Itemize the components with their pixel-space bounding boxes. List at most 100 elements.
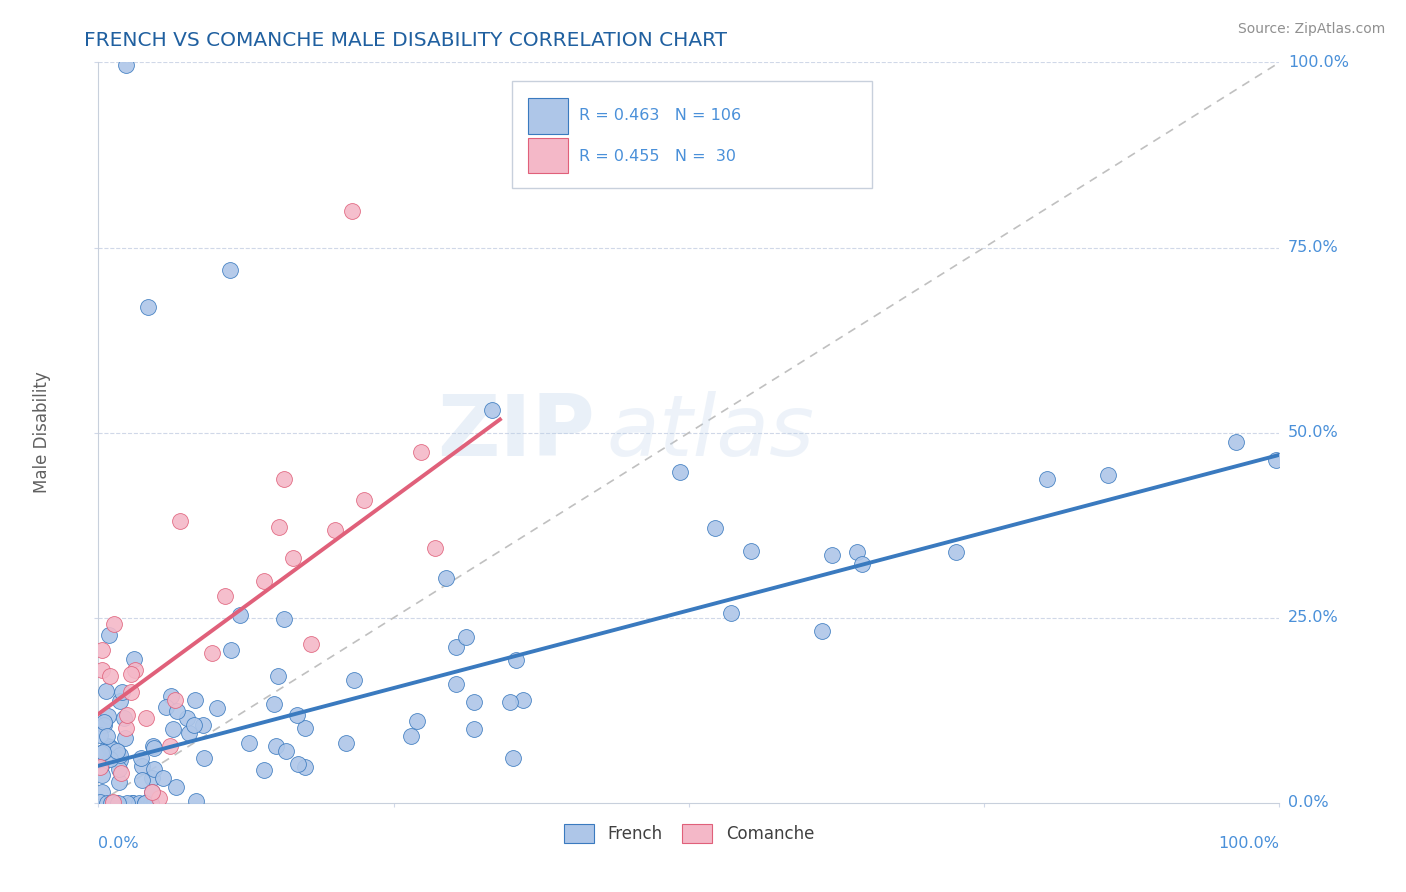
Point — [89, 760, 111, 774]
Point — [1264, 452, 1286, 467]
Point — [325, 524, 347, 538]
Text: Male Disability: Male Disability — [32, 372, 51, 493]
Point — [107, 775, 129, 789]
Point — [94, 684, 117, 698]
Point — [97, 739, 120, 753]
Text: 25.0%: 25.0% — [1288, 610, 1339, 625]
Point — [105, 796, 128, 810]
Point — [205, 701, 228, 715]
FancyBboxPatch shape — [512, 81, 872, 188]
Point — [184, 692, 207, 706]
Point — [98, 628, 121, 642]
Point — [121, 796, 143, 810]
Point — [100, 742, 122, 756]
Point — [276, 744, 298, 758]
Point — [342, 203, 364, 218]
Point — [121, 796, 143, 810]
Point — [273, 471, 295, 485]
Point — [160, 690, 183, 704]
Point — [91, 663, 114, 677]
Point — [90, 759, 112, 773]
Point — [165, 693, 187, 707]
Point — [89, 795, 111, 809]
Point — [1225, 434, 1247, 449]
Point — [444, 677, 467, 691]
Text: R = 0.463   N = 106: R = 0.463 N = 106 — [579, 108, 741, 123]
Point — [117, 796, 139, 810]
Point — [434, 570, 457, 584]
Point — [264, 739, 287, 753]
Point — [120, 667, 142, 681]
Text: 75.0%: 75.0% — [1288, 240, 1339, 255]
Point — [214, 589, 236, 603]
Text: Source: ZipAtlas.com: Source: ZipAtlas.com — [1237, 22, 1385, 37]
Point — [107, 796, 129, 810]
Point — [846, 544, 869, 558]
Point — [409, 445, 432, 459]
Point — [191, 718, 214, 732]
Point — [221, 643, 243, 657]
Point — [100, 752, 122, 766]
Point — [423, 541, 446, 555]
Point — [120, 685, 142, 699]
Point — [287, 756, 309, 771]
Point — [463, 695, 485, 709]
Point — [148, 790, 170, 805]
Point — [720, 606, 742, 620]
Point — [124, 663, 146, 677]
Point — [184, 794, 207, 808]
Point — [193, 751, 215, 765]
Point — [90, 643, 112, 657]
Point — [96, 796, 118, 810]
Point — [142, 741, 165, 756]
Point — [821, 548, 844, 562]
Point — [219, 262, 242, 277]
Point — [281, 551, 304, 566]
Point — [267, 520, 290, 534]
Point — [405, 714, 427, 728]
Point — [1097, 468, 1119, 483]
FancyBboxPatch shape — [529, 138, 568, 173]
Point — [103, 795, 125, 809]
Point — [353, 492, 375, 507]
Point — [502, 751, 524, 765]
Point — [299, 637, 322, 651]
Text: 50.0%: 50.0% — [1288, 425, 1339, 440]
Point — [134, 796, 156, 810]
Point — [100, 742, 122, 756]
Point — [129, 751, 152, 765]
Point — [229, 607, 252, 622]
Point — [399, 729, 422, 743]
Point — [183, 718, 205, 732]
Point — [273, 612, 295, 626]
Point — [101, 796, 124, 810]
Point — [669, 465, 692, 479]
Point — [176, 711, 198, 725]
Point — [463, 722, 485, 736]
Point — [103, 617, 125, 632]
Point — [201, 646, 224, 660]
Text: 100.0%: 100.0% — [1219, 836, 1279, 851]
Point — [131, 773, 153, 788]
Point — [811, 624, 834, 638]
Legend: French, Comanche: French, Comanche — [557, 817, 821, 850]
Point — [108, 762, 131, 776]
Point — [505, 653, 527, 667]
Point — [141, 785, 163, 799]
Point — [91, 768, 114, 782]
Text: ZIP: ZIP — [437, 391, 595, 475]
Point — [142, 739, 165, 754]
Point — [155, 699, 177, 714]
Point — [162, 722, 184, 736]
Point — [93, 718, 115, 732]
Point — [456, 630, 478, 644]
Point — [335, 736, 357, 750]
Point — [111, 685, 134, 699]
Point — [166, 704, 188, 718]
Point — [945, 544, 967, 558]
Point — [141, 771, 163, 785]
Point — [135, 710, 157, 724]
FancyBboxPatch shape — [529, 98, 568, 134]
Point — [100, 796, 122, 810]
Point — [499, 695, 522, 709]
